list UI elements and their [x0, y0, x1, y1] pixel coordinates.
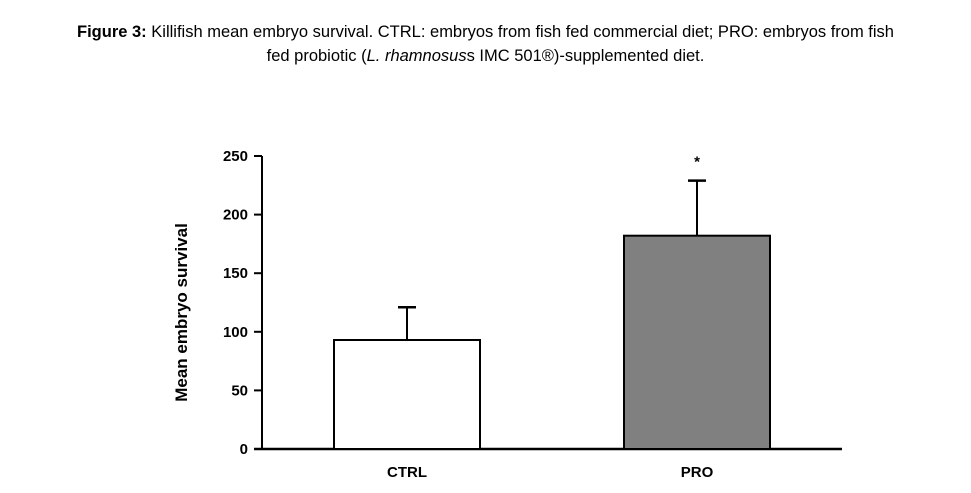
- caption-line-1: Figure 3: Killifish mean embryo survival…: [0, 20, 971, 44]
- caption-text-1: Killifish mean embryo survival. CTRL: em…: [146, 23, 894, 41]
- y-axis-title: Mean embryo survival: [172, 223, 191, 402]
- caption-label: Figure 3:: [77, 23, 147, 41]
- y-tick-label: 50: [231, 382, 248, 399]
- significance-marker: *: [694, 154, 700, 171]
- y-tick-label: 100: [223, 324, 248, 341]
- figure-caption: Figure 3: Killifish mean embryo survival…: [0, 20, 971, 68]
- y-tick-label: 200: [223, 207, 248, 224]
- y-tick-label: 250: [223, 148, 248, 165]
- y-tick-label: 150: [223, 265, 248, 282]
- bar-ctrl: [333, 339, 481, 450]
- caption-species: L. rhamnosus: [366, 47, 467, 65]
- category-label-ctrl: CTRL: [387, 464, 427, 481]
- y-tick-label: 0: [240, 441, 248, 458]
- caption-text-3: s IMC 501®)-supplemented diet.: [466, 47, 705, 65]
- caption-text-2: fed probiotic (: [266, 47, 367, 65]
- bar-pro: [623, 234, 771, 450]
- caption-line-2: fed probiotic (L. rhamnosuss IMC 501®)-s…: [0, 44, 971, 68]
- category-label-pro: PRO: [681, 464, 714, 481]
